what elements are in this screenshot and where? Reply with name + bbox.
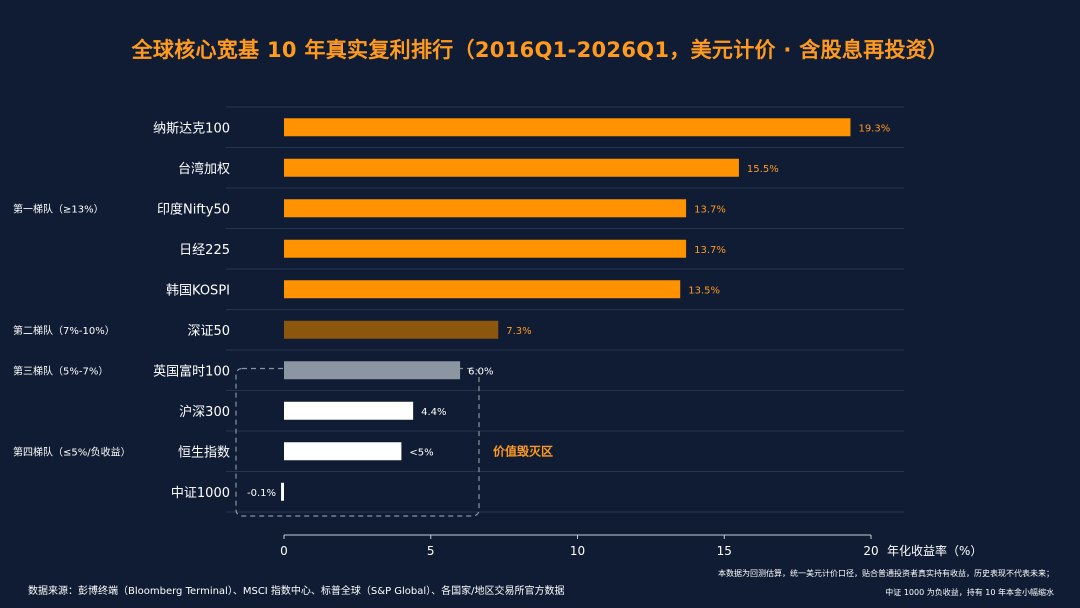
category-label: 沪深300 <box>179 404 230 420</box>
bar <box>284 401 414 420</box>
category-label: 纳斯达克100 <box>153 121 230 136</box>
category-label: 台湾加权 <box>178 161 230 177</box>
disclaimer-line-2: 中证 1000 为负收益，持有 10 年本金小幅缩水 <box>885 588 1054 597</box>
x-tick-label: 5 <box>427 544 435 558</box>
tier-label: 第一梯队（≥13%） <box>13 202 104 215</box>
value-label: 13.7% <box>694 245 726 256</box>
x-tick-label: 0 <box>280 544 288 558</box>
value-label: 7.3% <box>506 326 531 337</box>
value-label: <5% <box>409 447 433 458</box>
chart-title: 全球核心宽基 10 年真实复利排行（2016Q1-2026Q1，美元计价 · 含… <box>131 38 949 62</box>
bar <box>284 442 402 461</box>
value-label: 4.4% <box>421 407 446 418</box>
tier-label: 第二梯队（7%-10%） <box>13 324 115 337</box>
data-source-note: 数据来源：彭博终端（Bloomberg Terminal）、MSCI 指数中心、… <box>28 586 565 597</box>
bar <box>281 482 284 501</box>
x-axis-title: 年化收益率（%） <box>887 543 982 558</box>
bar <box>284 158 739 177</box>
category-label: 中证1000 <box>171 486 230 501</box>
category-label: 深证50 <box>187 324 230 339</box>
tier-label: 第三梯队（5%-7%） <box>13 364 108 377</box>
category-label: 英国富时100 <box>153 363 230 379</box>
category-label: 恒生指数 <box>178 445 230 460</box>
value-destruction-box <box>235 367 480 517</box>
bar <box>284 239 687 258</box>
value-label: 6.0% <box>468 366 493 377</box>
value-label: 19.3% <box>858 123 890 134</box>
value-label: 13.7% <box>694 204 726 215</box>
x-tick-label: 15 <box>717 544 732 558</box>
bar <box>284 361 461 380</box>
category-label: 韩国KOSPI <box>166 283 230 298</box>
bar <box>284 320 499 339</box>
x-tick-label: 20 <box>863 544 878 558</box>
value-label: 15.5% <box>747 164 779 175</box>
value-destruction-label: 价值毁灭区 <box>493 443 553 458</box>
tier-label: 第四梯队（≤5%/负收益） <box>13 445 131 458</box>
x-tick-label: 10 <box>570 544 585 558</box>
value-label: -0.1% <box>247 488 276 499</box>
category-label: 日经225 <box>179 243 230 258</box>
bar <box>284 280 681 299</box>
disclaimer-line-1: 本数据为回测估算，统一美元计价口径，贴合普通投资者真实持有收益，历史表现不代表未… <box>718 569 1054 578</box>
bar <box>284 118 851 137</box>
value-label: 13.5% <box>688 285 720 296</box>
category-label: 印度Nifty50 <box>157 201 230 217</box>
bar <box>284 199 687 218</box>
